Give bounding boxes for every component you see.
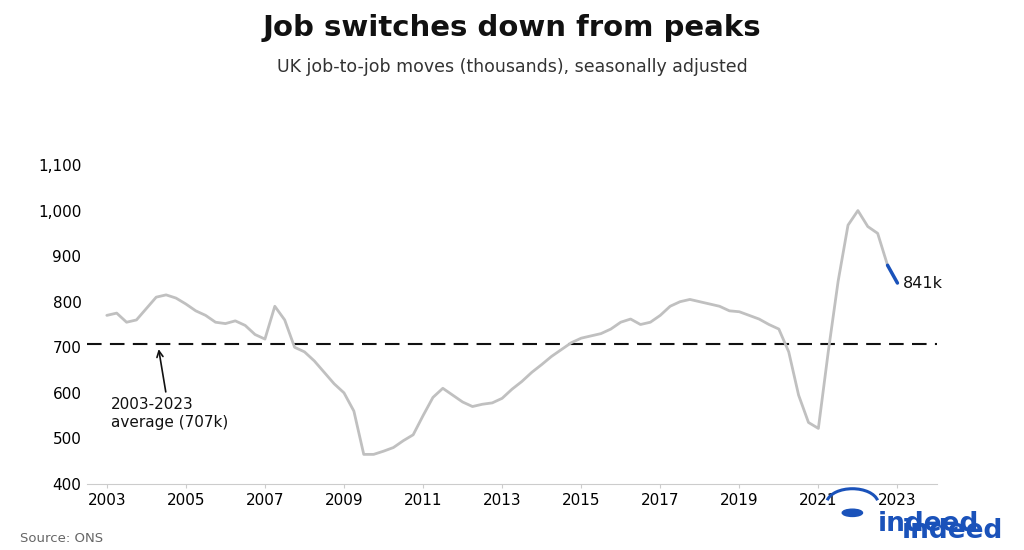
- Text: 2003-2023
average (707k): 2003-2023 average (707k): [111, 351, 228, 430]
- Circle shape: [842, 509, 862, 516]
- Text: Job switches down from peaks: Job switches down from peaks: [263, 14, 761, 42]
- Text: indeed: indeed: [879, 510, 980, 537]
- Text: 841k: 841k: [903, 276, 943, 290]
- Text: Source: ONS: Source: ONS: [20, 531, 103, 544]
- Text: indeed: indeed: [902, 519, 1004, 544]
- Text: UK job-to-job moves (thousands), seasonally adjusted: UK job-to-job moves (thousands), seasona…: [276, 58, 748, 76]
